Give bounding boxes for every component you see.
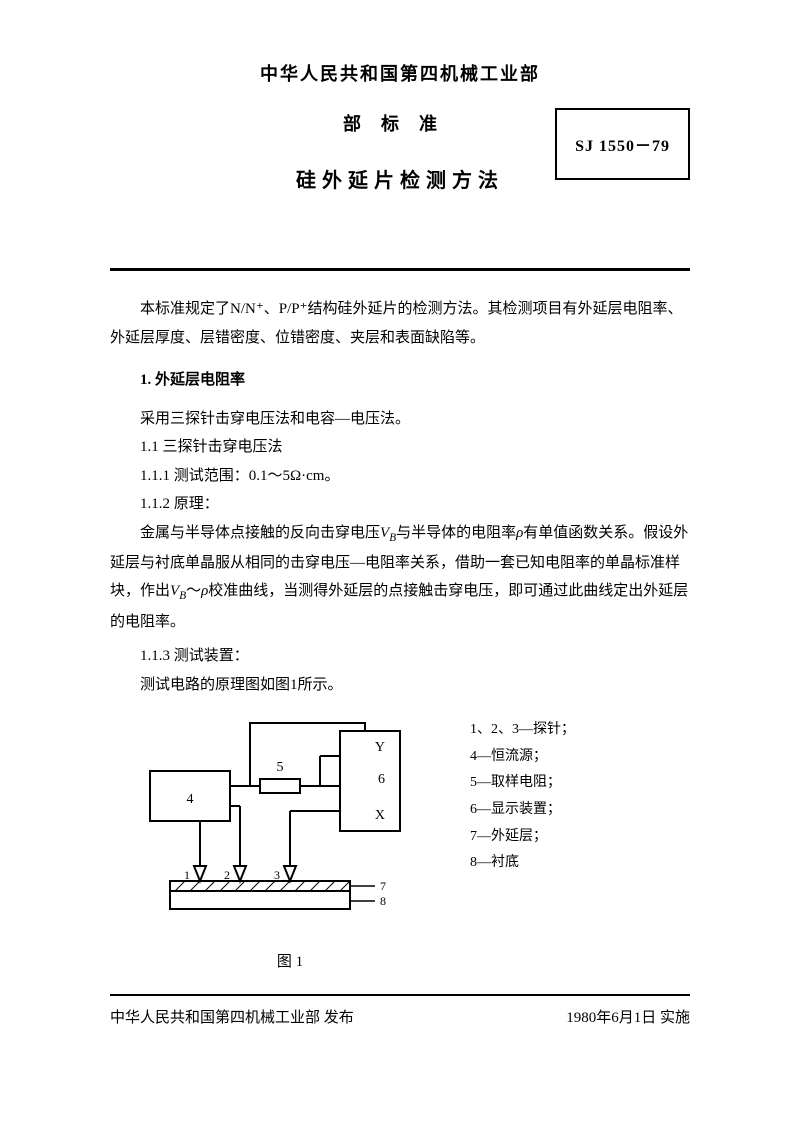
section-1-title: 1. 外延层电阻率: [110, 366, 690, 395]
sec1-l1: 1.1 三探针击穿电压法: [110, 433, 690, 462]
figure-1-diagram: 4 5 Y 6 X: [140, 711, 440, 931]
fig-label-5: 5: [277, 760, 284, 775]
org-name: 中华人民共和国第四机械工业部: [110, 60, 690, 86]
sec1-l2: 1.1.1 测试范围：0.1～5Ω·cm。: [110, 462, 690, 491]
legend-row: 7―外延层；: [470, 824, 575, 851]
header-rule: [110, 268, 690, 271]
figure-1-caption: 图 1: [140, 948, 440, 977]
body: 本标准规定了N/N⁺、P/P⁺结构硅外延片的检测方法。其检测项目有外延层电阻率、…: [110, 295, 690, 1033]
fig-label-4: 4: [187, 792, 194, 807]
fig-num-3: 3: [274, 868, 280, 882]
page: 中华人民共和国第四机械工业部 部标准 硅外延片检测方法 SJ 1550－79 本…: [0, 0, 800, 1132]
intro-paragraph: 本标准规定了N/N⁺、P/P⁺结构硅外延片的检测方法。其检测项目有外延层电阻率、…: [110, 295, 690, 352]
fig-label-X: X: [375, 808, 385, 823]
figure-1-svg-wrap: 4 5 Y 6 X: [110, 711, 440, 976]
header: 中华人民共和国第四机械工业部 部标准 硅外延片检测方法 SJ 1550－79: [110, 60, 690, 240]
standard-code-box: SJ 1550－79: [555, 108, 690, 180]
legend-row: 8―衬底: [470, 850, 575, 877]
legend-row: 1、2、3―探针；: [470, 717, 575, 744]
footer-publisher: 中华人民共和国第四机械工业部 发布: [110, 1004, 354, 1033]
footer: 中华人民共和国第四机械工业部 发布 1980年6月1日 实施: [110, 1004, 690, 1033]
figure-1-legend: 1、2、3―探针； 4―恒流源； 5―取样电阻； 6―显示装置； 7―外延层； …: [470, 711, 575, 877]
fig-num-1: 1: [184, 868, 190, 882]
fig-label-6: 6: [378, 772, 385, 787]
fig-num-7: 7: [380, 879, 386, 893]
sec1-l5: 测试电路的原理图如图1所示。: [110, 671, 690, 700]
sec1-l0: 采用三探针击穿电压法和电容―电压法。: [110, 405, 690, 434]
sec1-principle-paragraph: 金属与半导体点接触的反向击穿电压VB与半导体的电阻率ρ有单值函数关系。假设外延层…: [110, 519, 690, 637]
figure-1-area: 4 5 Y 6 X: [110, 711, 690, 976]
legend-row: 6―显示装置；: [470, 797, 575, 824]
fig-num-8: 8: [380, 894, 386, 908]
sec1-l4: 1.1.3 测试装置：: [110, 642, 690, 671]
footer-rule: [110, 994, 690, 996]
legend-row: 5―取样电阻；: [470, 770, 575, 797]
sec1-l3: 1.1.2 原理：: [110, 490, 690, 519]
fig-label-Y: Y: [375, 740, 385, 755]
fig-num-2: 2: [224, 868, 230, 882]
footer-date: 1980年6月1日 实施: [566, 1004, 690, 1033]
legend-row: 4―恒流源；: [470, 744, 575, 771]
